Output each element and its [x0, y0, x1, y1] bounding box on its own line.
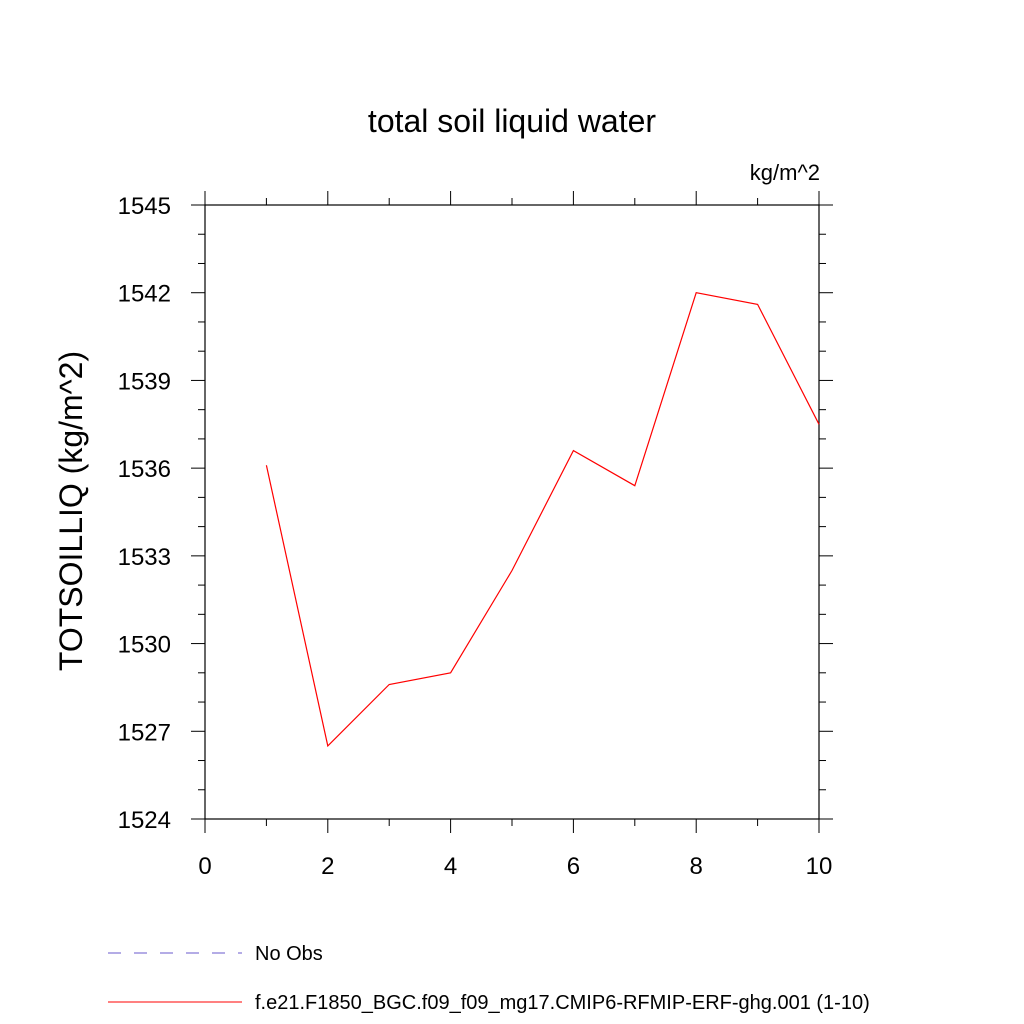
plot-frame [204, 204, 820, 820]
x-tick-label: 6 [567, 853, 580, 880]
series-layer [265, 292, 820, 748]
legend: No Obs f.e21.F1850_BGC.f09_f09_mg17.CMIP6… [108, 943, 870, 1014]
y-tick-label: 1533 [118, 544, 171, 571]
x-tick-label: 8 [690, 853, 703, 880]
y-tick-label: 1545 [118, 193, 171, 220]
y-tick-label: 1539 [118, 368, 171, 395]
y-tick-label: 1536 [118, 456, 171, 483]
tick-labels: 0 2 4 6 8 10 1524 1527 1530 1533 1536 1539 1542 1545 [118, 193, 833, 880]
chart-title: total soil liquid water [368, 103, 656, 139]
y-tick-label: 1542 [118, 281, 171, 308]
x-tick-label: 2 [321, 853, 334, 880]
y-tick-label: 1527 [118, 719, 171, 746]
units-label: kg/m^2 [750, 160, 820, 185]
y-tick-label: 1524 [118, 807, 171, 834]
legend-label: f.e21.F1850_BGC.f09_f09_mg17.CMIP6-RFMIP… [255, 992, 870, 1014]
x-tick-label: 10 [806, 853, 833, 880]
legend-label: No Obs [255, 943, 323, 965]
y-axis-label: TOTSOILLIQ (kg/m^2) [53, 351, 89, 671]
axis-ticks [191, 191, 833, 833]
y-tick-label: 1530 [118, 632, 171, 659]
series-line [265, 292, 820, 748]
x-tick-label: 4 [444, 853, 457, 880]
x-tick-label: 0 [198, 853, 211, 880]
